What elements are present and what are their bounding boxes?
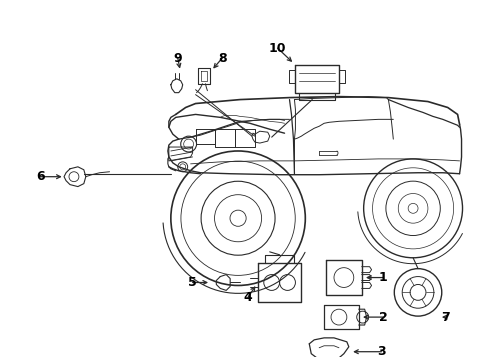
Text: 5: 5 xyxy=(188,276,197,289)
Text: 2: 2 xyxy=(379,311,388,324)
Text: 10: 10 xyxy=(269,42,286,55)
Text: 4: 4 xyxy=(244,291,252,304)
Text: 6: 6 xyxy=(36,170,45,183)
Text: 3: 3 xyxy=(377,345,386,358)
Text: 9: 9 xyxy=(173,51,182,64)
Text: 7: 7 xyxy=(441,311,450,324)
Text: 1: 1 xyxy=(379,271,388,284)
Text: 8: 8 xyxy=(218,51,226,64)
